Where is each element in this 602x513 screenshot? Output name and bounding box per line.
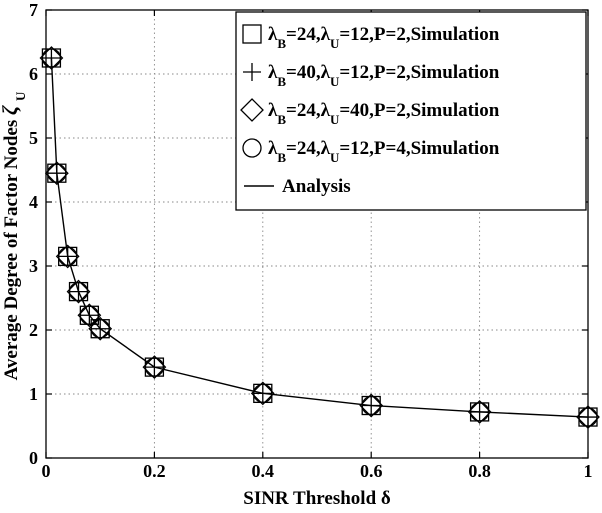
diamond-marker — [77, 303, 102, 328]
legend-entry: λB=24,λU=12,P=2,Simulation — [242, 24, 500, 51]
legend-circle-symbol — [242, 138, 262, 158]
diamond-marker — [44, 161, 69, 186]
legend: λB=24,λU=12,P=2,Simulation λB=40,λU=12,P=… — [235, 11, 587, 211]
legend-diamond-symbol — [240, 98, 264, 122]
x-tick-label: 0.4 — [252, 461, 275, 481]
diamond-marker — [88, 316, 113, 341]
y-tick-label: 6 — [29, 64, 38, 84]
legend-label: Analysis — [282, 176, 351, 197]
axes: 0 0.2 0.4 0.6 0.8 1 0 1 2 3 4 5 6 7 — [29, 0, 593, 481]
legend-label: λB=24,λU=12,P=2,Simulation — [268, 24, 500, 51]
diamond-marker — [250, 381, 275, 406]
circle-marker — [144, 357, 165, 377]
y-axis-label-text: Average Degree of Factor Nodes — [1, 120, 22, 381]
diamond-marker — [467, 400, 492, 424]
legend-entry: Analysis — [244, 176, 351, 197]
series-diamond — [39, 46, 600, 429]
legend-label: λB=24,λU=12,P=4,Simulation — [268, 138, 500, 165]
legend-square-symbol — [242, 24, 262, 44]
analysis-line — [50, 57, 589, 418]
diamond-marker — [142, 355, 167, 380]
plot-frame — [45, 9, 589, 459]
y-tick-label: 0 — [29, 448, 38, 468]
y-tick-label: 7 — [29, 0, 38, 20]
circle-marker — [58, 246, 78, 267]
diamond-marker — [576, 405, 600, 429]
y-axis-label-sub: U — [13, 91, 28, 101]
y-tick-label: 1 — [29, 384, 38, 404]
legend-label: λB=40,λU=12,P=2,Simulation — [268, 62, 500, 89]
circle-marker — [253, 383, 273, 404]
svg-text:Average Degree of Factor Nodes: Average Degree of Factor Nodes ζ U — [0, 91, 28, 380]
y-axis-label-symbol: ζ — [0, 105, 22, 115]
diamond-marker — [55, 244, 80, 269]
x-tick-label: 0.8 — [468, 461, 491, 481]
y-axis-label: Average Degree of Factor Nodes ζ U — [0, 91, 28, 380]
legend-label: λB=24,λU=40,P=2,Simulation — [268, 100, 500, 127]
x-tick-label: 1 — [584, 461, 593, 481]
y-tick-label: 3 — [29, 256, 38, 276]
x-tick-label: 0 — [42, 461, 51, 481]
circle-marker — [79, 305, 100, 325]
x-axis-label: SINR Threshold δ — [243, 488, 391, 509]
legend-box — [235, 11, 587, 211]
diamond-marker — [359, 393, 384, 418]
diamond-marker — [66, 279, 91, 304]
y-tick-label: 2 — [29, 320, 38, 340]
x-tick-label: 0.2 — [143, 461, 166, 481]
circle-marker — [90, 319, 110, 339]
series-line — [50, 57, 589, 418]
series-layer — [39, 46, 600, 429]
legend-entry: λB=40,λU=12,P=2,Simulation — [243, 62, 500, 89]
circle-marker — [68, 281, 89, 302]
legend-entry: λB=24,λU=40,P=2,Simulation — [240, 98, 500, 127]
y-tick-label: 5 — [29, 128, 38, 148]
legend-entry: λB=24,λU=12,P=4,Simulation — [242, 138, 500, 165]
y-tick-label: 4 — [29, 192, 38, 212]
legend-plus-symbol — [243, 63, 261, 81]
x-tick-label: 0.6 — [360, 461, 383, 481]
